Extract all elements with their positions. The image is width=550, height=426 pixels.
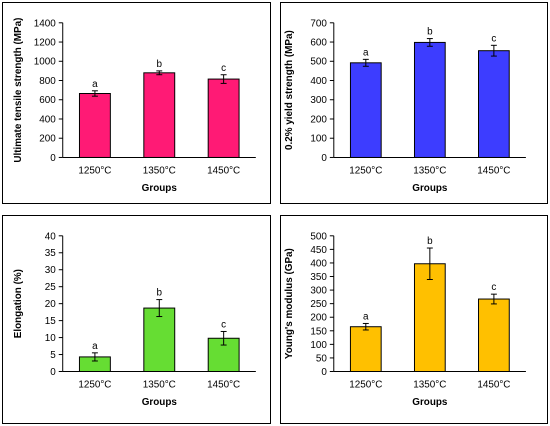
significance-label-1: a bbox=[92, 79, 98, 90]
y-tick-label: 30 bbox=[45, 265, 57, 276]
x-tick-label-1: 1250°C bbox=[78, 379, 111, 390]
y-tick-label: 100 bbox=[310, 340, 327, 351]
bar-3 bbox=[478, 298, 510, 372]
y-tick-label: 400 bbox=[310, 76, 327, 87]
y-tick-label: 200 bbox=[310, 313, 327, 324]
x-tick-label-2: 1350°C bbox=[143, 165, 176, 176]
y-tick-label: 150 bbox=[310, 326, 327, 337]
bar-1 bbox=[349, 62, 382, 158]
chart-2-svg: 0 100 200 300 400 500 600 700 a 1250°C b 1350°C c 145… bbox=[284, 18, 526, 194]
significance-label-2: b bbox=[157, 59, 163, 70]
bar-3 bbox=[478, 50, 510, 158]
x-tick-label-2: 1350°C bbox=[143, 379, 176, 390]
x-axis-title: Groups bbox=[412, 397, 448, 408]
bar-2 bbox=[413, 41, 446, 158]
chart-panel-yield-strength: 0 100 200 300 400 500 600 700 a 1250°C b 1350°C c 145… bbox=[280, 2, 548, 204]
y-tick-label: 400 bbox=[310, 258, 327, 269]
x-tick-label-1: 1250°C bbox=[349, 379, 382, 390]
significance-label-2: b bbox=[157, 288, 163, 299]
y-axis-title: 0.2% yield strength (MPa) bbox=[284, 30, 295, 150]
y-axis-title: Elongation (%) bbox=[13, 269, 24, 338]
y-tick-label: 25 bbox=[45, 282, 57, 293]
chart-panel-youngs-modulus: 0 50 100 150 200 250 300 350 400 450 500 a 1250°C b 13… bbox=[280, 215, 548, 424]
x-tick-label-3: 1450°C bbox=[477, 165, 510, 176]
y-tick-label: 0 bbox=[321, 367, 327, 378]
significance-label-1: a bbox=[92, 341, 98, 352]
y-tick-label: 35 bbox=[45, 248, 57, 259]
chart-4-svg: 0 50 100 150 200 250 300 350 400 450 500 a 1250°C b 13… bbox=[284, 231, 526, 408]
x-tick-label-3: 1450°C bbox=[477, 379, 510, 390]
x-axis-title: Groups bbox=[142, 397, 178, 408]
bar-2 bbox=[143, 307, 176, 372]
y-tick-label: 250 bbox=[310, 299, 327, 310]
y-tick-label: 700 bbox=[310, 18, 327, 29]
y-tick-label: 40 bbox=[45, 231, 57, 242]
y-tick-label: 200 bbox=[310, 114, 327, 125]
y-tick-label: 600 bbox=[310, 38, 327, 49]
chart-panel-ultimate-tensile-strength: 0 200 400 600 800 1000 1200 1400 a 1250°C b 1350°C c… bbox=[2, 2, 271, 204]
y-tick-label: 0 bbox=[50, 367, 56, 378]
y-tick-label: 100 bbox=[310, 134, 327, 145]
y-tick-label: 600 bbox=[39, 95, 56, 106]
chart-3-svg: 0 5 10 15 20 25 30 35 40 a 1250°C b 1350°C c 1450°C Gro… bbox=[13, 231, 256, 408]
chart-panel-elongation: 0 5 10 15 20 25 30 35 40 a 1250°C b 1350°C c 1450°C Gro… bbox=[2, 215, 271, 424]
y-tick-label: 1200 bbox=[34, 38, 57, 49]
x-tick-label-3: 1450°C bbox=[207, 379, 240, 390]
x-axis-title: Groups bbox=[412, 183, 448, 194]
x-axis-title: Groups bbox=[142, 183, 178, 194]
significance-label-3: c bbox=[221, 63, 226, 74]
y-tick-label: 350 bbox=[310, 272, 327, 283]
y-tick-label: 800 bbox=[39, 76, 56, 87]
bar-1 bbox=[78, 93, 111, 158]
significance-label-3: c bbox=[491, 33, 496, 44]
y-tick-label: 10 bbox=[45, 333, 57, 344]
bar-2 bbox=[143, 72, 176, 158]
y-tick-label: 0 bbox=[321, 153, 327, 164]
y-tick-label: 200 bbox=[39, 134, 56, 145]
y-tick-label: 450 bbox=[310, 245, 327, 256]
y-axis-title: Young's modulus (GPa) bbox=[284, 248, 295, 359]
bar-2 bbox=[413, 263, 446, 372]
significance-label-3: c bbox=[221, 320, 226, 331]
bar-1 bbox=[349, 326, 382, 372]
y-tick-label: 15 bbox=[45, 316, 57, 327]
y-tick-label: 50 bbox=[316, 353, 328, 364]
y-tick-label: 20 bbox=[45, 299, 57, 310]
x-tick-label-1: 1250°C bbox=[78, 165, 111, 176]
y-tick-label: 300 bbox=[310, 95, 327, 106]
y-tick-label: 0 bbox=[50, 153, 56, 164]
y-tick-label: 1400 bbox=[34, 18, 57, 29]
y-tick-label: 1000 bbox=[34, 57, 57, 68]
y-tick-label: 500 bbox=[310, 231, 327, 242]
x-tick-label-3: 1450°C bbox=[207, 165, 240, 176]
x-tick-label-2: 1350°C bbox=[413, 165, 446, 176]
y-tick-label: 5 bbox=[50, 350, 56, 361]
significance-label-2: b bbox=[427, 236, 433, 247]
significance-label-2: b bbox=[427, 27, 433, 38]
y-tick-label: 400 bbox=[39, 114, 56, 125]
significance-label-1: a bbox=[363, 47, 369, 58]
x-tick-label-2: 1350°C bbox=[413, 379, 446, 390]
x-tick-label-1: 1250°C bbox=[349, 165, 382, 176]
chart-1-svg: 0 200 400 600 800 1000 1200 1400 a 1250°C b 1350°C c… bbox=[13, 18, 256, 194]
y-tick-label: 500 bbox=[310, 57, 327, 68]
significance-label-1: a bbox=[363, 312, 369, 323]
y-axis-title: Ultimate tensile strength (MPa) bbox=[13, 18, 24, 163]
y-tick-label: 300 bbox=[310, 286, 327, 297]
bar-3 bbox=[207, 78, 240, 158]
significance-label-3: c bbox=[491, 282, 496, 293]
